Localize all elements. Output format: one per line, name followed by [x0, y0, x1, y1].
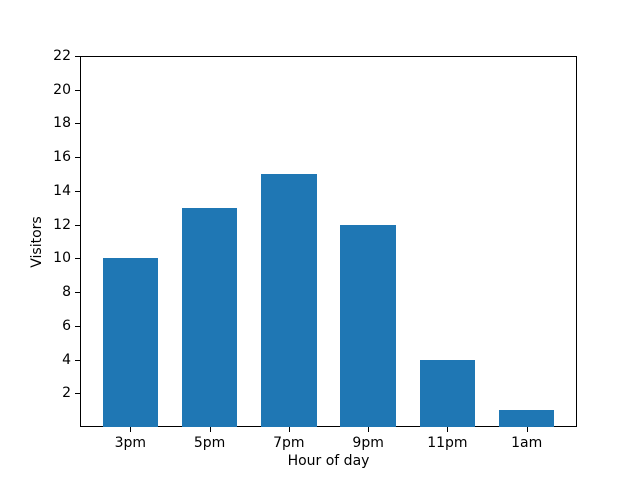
- x-tick-label: 1am: [511, 435, 543, 451]
- y-tick-label: 14: [53, 182, 71, 199]
- y-tick-mark: [75, 224, 80, 226]
- y-tick-label: 4: [62, 351, 71, 368]
- y-tick-label: 12: [53, 216, 71, 233]
- bar-1am: [498, 410, 555, 427]
- x-tick-mark: [130, 427, 132, 432]
- y-tick-mark: [75, 89, 80, 91]
- bar-7pm: [261, 174, 317, 427]
- y-tick-label: 20: [53, 81, 71, 98]
- x-tick-label: 9pm: [352, 435, 384, 451]
- bar-5pm: [181, 207, 238, 427]
- y-tick-label: 8: [62, 284, 71, 301]
- x-tick-label: 5pm: [193, 435, 226, 451]
- y-tick-mark: [75, 359, 80, 361]
- x-tick-label: 3pm: [114, 435, 147, 451]
- x-axis-label: Hour of day: [287, 453, 370, 469]
- y-tick-label: 6: [62, 317, 71, 334]
- y-tick-label: 2: [62, 385, 71, 402]
- plot-area: [80, 56, 577, 427]
- y-tick-mark: [75, 123, 80, 125]
- bar-11pm: [419, 359, 476, 427]
- x-tick-mark: [447, 427, 449, 432]
- bar-9pm: [340, 224, 396, 427]
- y-tick-mark: [75, 292, 80, 294]
- y-tick-mark: [75, 325, 80, 327]
- x-tick-mark: [368, 427, 370, 432]
- y-tick-label: 18: [53, 115, 71, 132]
- y-tick-mark: [75, 190, 80, 192]
- x-tick-mark: [209, 427, 211, 432]
- y-axis-label: Visitors: [29, 215, 45, 268]
- y-tick-label: 16: [53, 149, 71, 166]
- y-tick-mark: [75, 56, 80, 57]
- x-tick-mark: [288, 427, 290, 432]
- y-tick-mark: [75, 258, 80, 260]
- bar-3pm: [102, 258, 159, 427]
- y-tick-mark: [75, 393, 80, 395]
- y-tick-label: 10: [53, 250, 71, 267]
- x-tick-label: 7pm: [273, 435, 305, 451]
- y-tick-mark: [75, 157, 80, 159]
- y-tick-label: 22: [53, 48, 71, 64]
- x-tick-mark: [526, 427, 528, 432]
- x-tick-label: 11pm: [427, 435, 468, 451]
